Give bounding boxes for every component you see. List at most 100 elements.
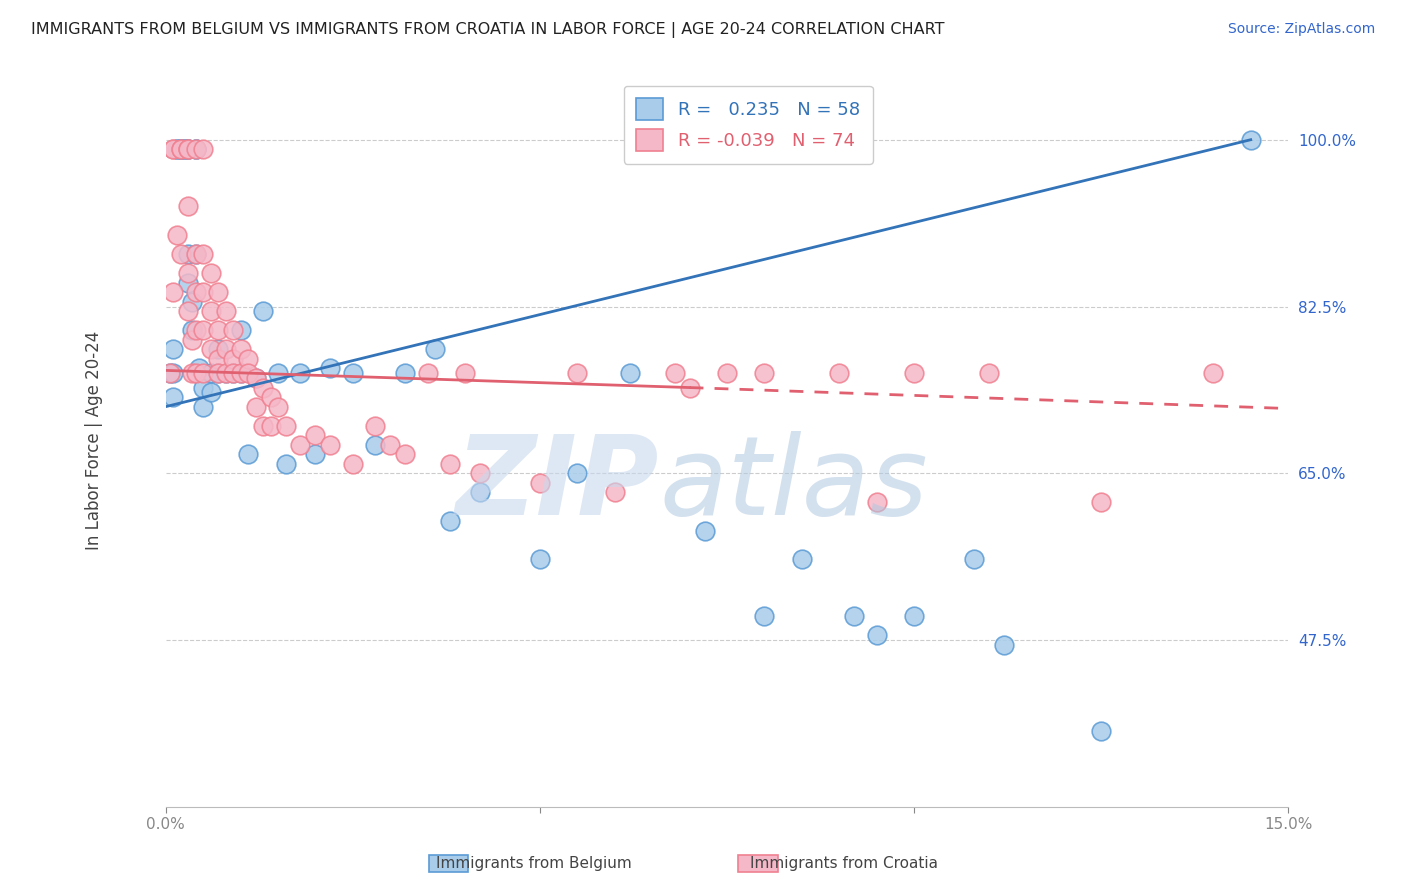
Point <box>267 366 290 380</box>
Point <box>181 294 204 309</box>
Point <box>207 351 229 366</box>
Point <box>319 438 342 452</box>
Point <box>267 400 290 414</box>
Point <box>903 609 925 624</box>
Point <box>245 371 267 385</box>
Point <box>394 447 416 461</box>
Point <box>162 142 184 156</box>
Point <box>304 428 326 442</box>
Point <box>184 142 207 156</box>
Point <box>229 323 252 337</box>
Point <box>304 447 326 461</box>
Point <box>184 366 207 380</box>
Point <box>162 366 184 380</box>
Point <box>170 142 193 156</box>
Point <box>229 343 252 357</box>
Point <box>184 142 207 156</box>
Point <box>177 142 200 156</box>
Point <box>177 142 200 156</box>
Point <box>468 485 491 500</box>
Point <box>200 266 222 280</box>
Point <box>200 385 222 400</box>
Point <box>184 285 207 300</box>
Point <box>166 142 188 156</box>
Point <box>159 366 181 380</box>
Point <box>184 247 207 261</box>
Point <box>678 380 700 394</box>
Point <box>290 438 312 452</box>
Point <box>177 199 200 213</box>
Point <box>236 447 259 461</box>
Point <box>229 366 252 380</box>
Point <box>1090 495 1112 509</box>
Point <box>214 366 236 380</box>
Point <box>529 552 551 566</box>
Point <box>222 323 245 337</box>
Point <box>166 227 188 242</box>
Point <box>342 457 364 471</box>
Point <box>236 366 259 380</box>
Point <box>162 343 184 357</box>
Point <box>394 366 416 380</box>
Point <box>1240 133 1263 147</box>
Point <box>170 247 193 261</box>
Point <box>184 142 207 156</box>
Point <box>290 366 312 380</box>
Point <box>193 285 215 300</box>
Point <box>170 142 193 156</box>
Point <box>193 247 215 261</box>
Point <box>425 343 447 357</box>
Point <box>754 366 776 380</box>
Legend: R =   0.235   N = 58, R = -0.039   N = 74: R = 0.235 N = 58, R = -0.039 N = 74 <box>624 86 873 164</box>
Point <box>364 438 387 452</box>
Point <box>181 333 204 347</box>
Point <box>529 475 551 490</box>
Text: ZIP: ZIP <box>456 431 659 538</box>
Point <box>222 366 245 380</box>
Point <box>184 247 207 261</box>
Point <box>963 552 986 566</box>
Point <box>364 418 387 433</box>
Point <box>177 142 200 156</box>
Point <box>181 323 204 337</box>
Point <box>454 366 477 380</box>
Point <box>754 609 776 624</box>
Point <box>439 514 461 528</box>
Point <box>177 276 200 290</box>
Point <box>214 366 236 380</box>
Point <box>693 524 716 538</box>
Point <box>439 457 461 471</box>
Point <box>1090 723 1112 738</box>
Point <box>214 343 236 357</box>
Point <box>181 366 204 380</box>
Point <box>1202 366 1225 380</box>
Text: Immigrants from Croatia: Immigrants from Croatia <box>749 856 938 871</box>
Point <box>173 142 195 156</box>
Point <box>259 390 281 404</box>
Point <box>177 247 200 261</box>
Point <box>193 400 215 414</box>
Point <box>993 638 1015 652</box>
Point <box>865 628 887 642</box>
Point <box>222 366 245 380</box>
Point <box>844 609 866 624</box>
Point <box>200 343 222 357</box>
Point <box>200 304 222 318</box>
Point <box>342 366 364 380</box>
Point <box>200 366 222 380</box>
Point <box>170 142 193 156</box>
Point <box>380 438 402 452</box>
Point <box>193 142 215 156</box>
Point <box>274 418 297 433</box>
Point <box>170 142 193 156</box>
Point <box>207 366 229 380</box>
Point <box>790 552 813 566</box>
Point <box>252 418 274 433</box>
Text: Immigrants from Belgium: Immigrants from Belgium <box>436 856 633 871</box>
Point <box>166 142 188 156</box>
Point <box>188 361 211 376</box>
Point <box>567 467 589 481</box>
Point <box>716 366 738 380</box>
Point <box>252 304 274 318</box>
Point <box>207 285 229 300</box>
